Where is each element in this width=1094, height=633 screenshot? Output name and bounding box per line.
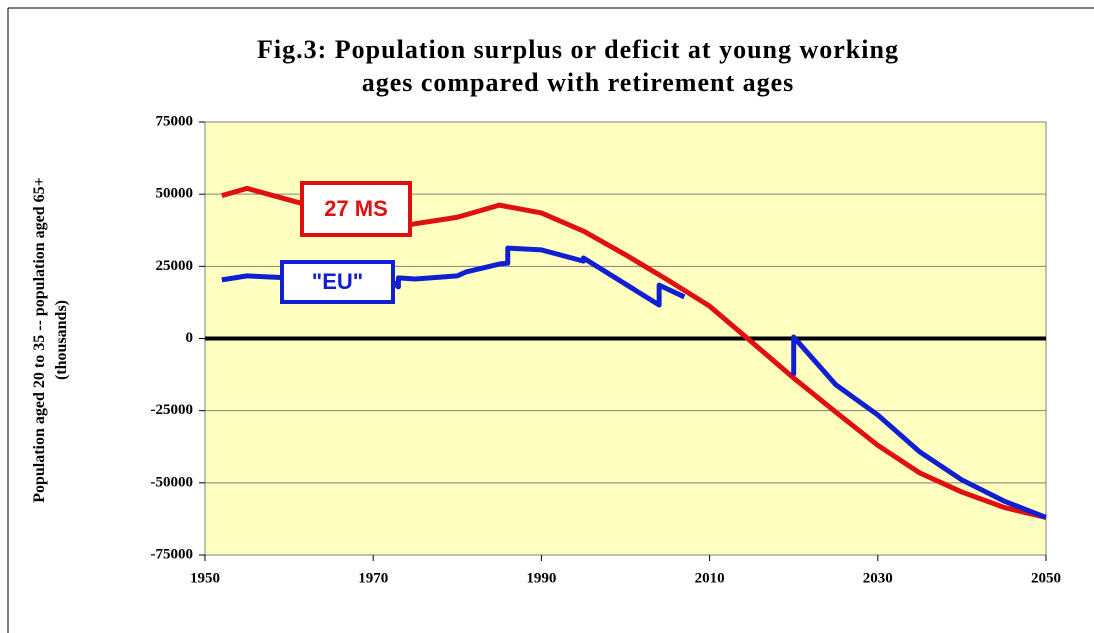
y-axis-label: (thousands) xyxy=(53,300,70,380)
chart-title: ages compared with retirement ages xyxy=(362,68,795,97)
x-tick-label: 2030 xyxy=(863,570,893,586)
series-label-box xyxy=(300,181,412,237)
series-label-box xyxy=(280,260,395,304)
series-label: 27 MS xyxy=(324,196,388,221)
chart-title: Fig.3: Population surplus or deficit at … xyxy=(257,35,899,64)
x-tick-label: 1990 xyxy=(526,570,556,586)
y-tick-label: -25000 xyxy=(151,402,194,418)
y-tick-label: 0 xyxy=(186,330,194,346)
y-axis-label: Population aged 20 to 35 -- population a… xyxy=(31,177,48,503)
x-tick-label: 2050 xyxy=(1031,570,1061,586)
x-tick-label: 2010 xyxy=(695,570,725,586)
x-tick-label: 1950 xyxy=(190,570,220,586)
y-tick-label: -50000 xyxy=(151,474,194,490)
series-label: "EU" xyxy=(312,269,363,294)
x-tick-label: 1970 xyxy=(358,570,388,586)
y-tick-label: 75000 xyxy=(156,113,194,129)
y-tick-label: -75000 xyxy=(151,546,194,562)
y-tick-label: 50000 xyxy=(156,186,194,202)
y-tick-label: 25000 xyxy=(156,258,194,274)
